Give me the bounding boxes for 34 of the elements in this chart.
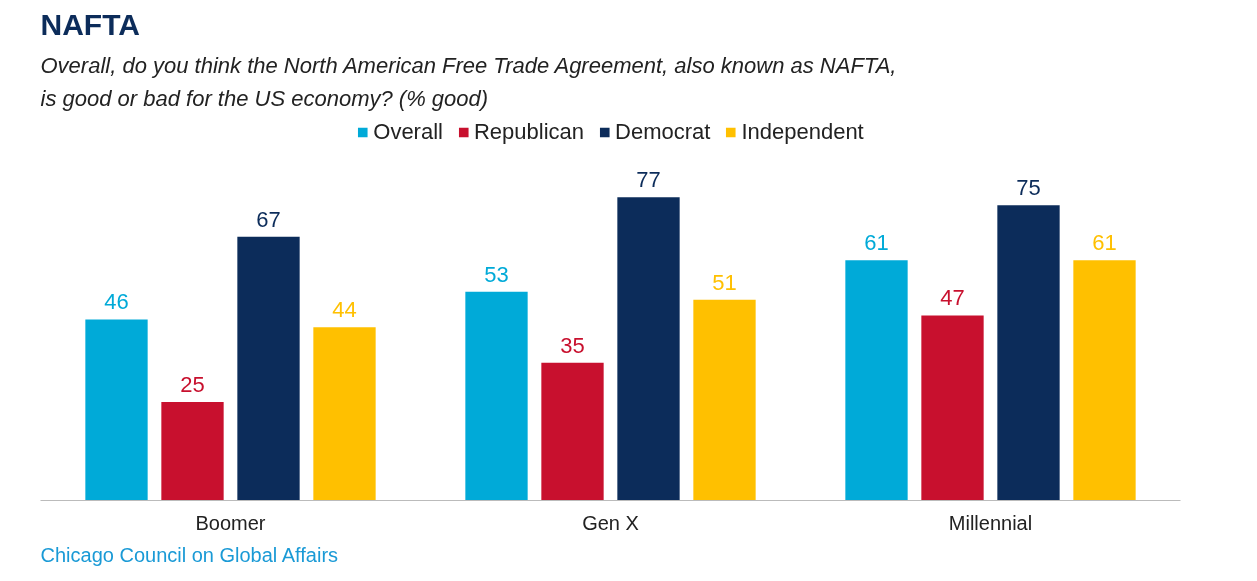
bar <box>85 319 148 501</box>
text: Chicago Council on Global Affairs <box>40 543 339 566</box>
bar <box>1073 260 1136 501</box>
legend-label: Democrat <box>615 119 711 145</box>
legend-label: Overall <box>373 119 443 145</box>
bar <box>313 327 376 501</box>
bar <box>161 402 224 501</box>
bar <box>541 362 604 501</box>
bar <box>237 236 300 501</box>
bar <box>921 315 984 501</box>
data-label: 51 <box>712 269 737 295</box>
chart-subtitle: Overall, do you think the North American Free Trade Agreement, also known as NAFTA, is good or bad for the US economy? (% good) <box>40 53 897 111</box>
bar <box>997 205 1060 501</box>
bar <box>465 291 528 501</box>
data-label: 61 <box>864 230 889 256</box>
x-tick-label: Boomer <box>195 511 266 534</box>
data-label: 35 <box>560 332 585 358</box>
data-label: 47 <box>940 285 965 311</box>
data-label: 44 <box>332 297 357 323</box>
data-label: 61 <box>1092 230 1117 256</box>
bar <box>617 197 680 501</box>
data-label: 77 <box>636 167 661 193</box>
x-tick-label: Gen X <box>582 511 639 534</box>
bar <box>693 299 756 501</box>
data-label: 75 <box>1016 175 1041 201</box>
legend-label: Independent <box>741 119 864 145</box>
bar <box>845 260 908 501</box>
x-tick-label: Millennial <box>948 511 1033 534</box>
data-label: 53 <box>484 261 509 287</box>
legend-label: Republican <box>473 119 585 145</box>
data-label: 46 <box>104 289 129 315</box>
chart-title: NAFTA <box>40 7 140 41</box>
data-label: 25 <box>180 372 205 398</box>
data-label: 67 <box>256 206 281 232</box>
